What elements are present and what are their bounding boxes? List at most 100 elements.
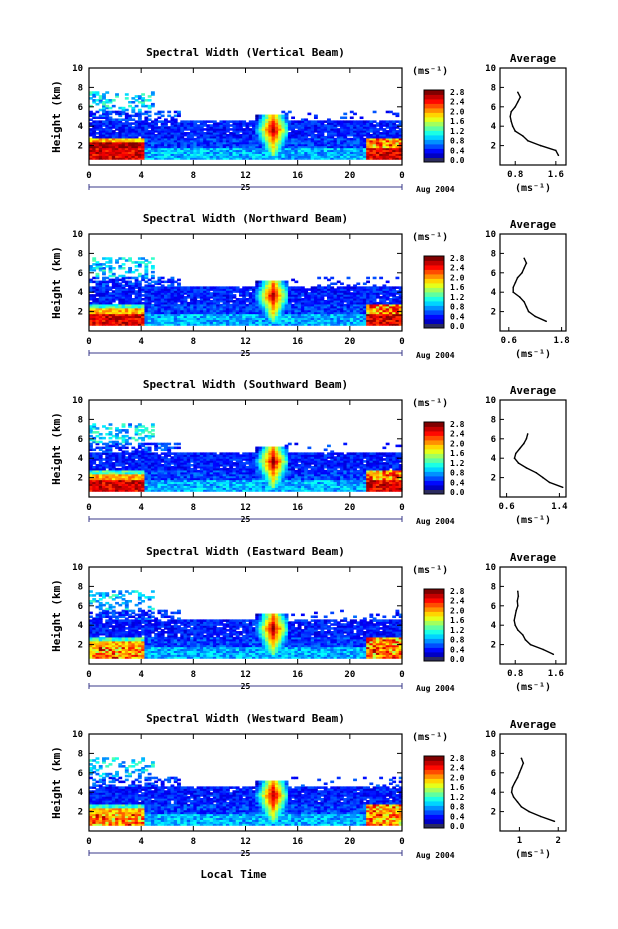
heatmap-cell [196, 303, 201, 307]
heatmap-cell [212, 321, 217, 324]
heatmap-cell [163, 124, 168, 127]
heatmap-cell [382, 133, 387, 137]
heatmap-cell [248, 137, 253, 141]
heatmap-cell [131, 305, 136, 309]
heatmap-cell [186, 489, 191, 492]
heatmap-cell [297, 487, 302, 490]
heatmap-cell [294, 132, 299, 135]
heatmap-cell [343, 135, 348, 139]
heatmap-cell [177, 139, 181, 143]
heatmap-cell [398, 299, 403, 303]
heatmap-cell [320, 290, 325, 293]
heatmap-cell [330, 319, 335, 322]
heatmap-cell [89, 132, 93, 135]
heatmap-cell [265, 118, 269, 121]
heatmap-cell [102, 483, 106, 486]
heatmap-cell [242, 135, 247, 139]
heatmap-cell [232, 151, 237, 154]
heatmap-cell [353, 311, 357, 315]
heatmap-cell [121, 296, 126, 299]
heatmap-cell [222, 145, 227, 149]
heatmap-cell [105, 99, 110, 102]
heatmap-cell [124, 489, 129, 492]
heatmap-cell [294, 315, 299, 319]
heatmap-cell [245, 153, 250, 156]
heatmap-cell [297, 485, 302, 488]
heatmap-cell [375, 145, 380, 149]
heatmap-cell [255, 481, 260, 485]
heatmap-cell [98, 145, 103, 149]
heatmap-cell [105, 288, 110, 291]
heatmap-cell [343, 139, 348, 143]
heatmap-cell [118, 294, 123, 297]
heatmap-cell [353, 120, 357, 123]
heatmap-cell [173, 286, 178, 289]
heatmap-cell [340, 116, 344, 120]
heatmap-cell [157, 282, 162, 286]
heatmap-cell [98, 477, 103, 481]
heatmap-cell [212, 290, 217, 293]
heatmap-cell [268, 157, 273, 160]
heatmap-cell [229, 137, 234, 141]
heatmap-cell [128, 309, 132, 313]
heatmap-cell [167, 294, 172, 297]
heatmap-cell [105, 323, 110, 326]
heatmap-cell [317, 299, 322, 303]
heatmap-cell [89, 309, 93, 313]
heatmap-cell [147, 110, 152, 114]
heatmap-cell [137, 290, 142, 293]
heatmap-cell [95, 319, 100, 322]
heatmap-cell [252, 149, 256, 153]
heatmap-cell [108, 100, 113, 104]
heatmap-cell [147, 313, 152, 317]
heatmap-cell [333, 149, 338, 153]
heatmap-cell [359, 139, 364, 143]
heatmap-cell [307, 323, 312, 326]
heatmap-cell [144, 153, 149, 156]
heatmap-cell [382, 313, 387, 317]
heatmap-cell [102, 132, 106, 135]
heatmap-cell [300, 305, 305, 309]
heatmap-cell [346, 120, 351, 123]
heatmap-cell [379, 298, 384, 301]
heatmap-cell [115, 313, 119, 317]
heatmap-cell [317, 323, 322, 326]
heatmap-cell [261, 151, 266, 154]
heatmap-cell [95, 294, 100, 297]
heatmap-cell [385, 280, 390, 284]
heatmap-cell [154, 307, 159, 311]
heatmap-cell [238, 311, 243, 315]
heatmap-cell [323, 487, 328, 490]
heatmap-cell [255, 147, 260, 151]
heatmap-cell [235, 135, 240, 139]
heatmap-cell [170, 288, 175, 291]
heatmap-cell [190, 307, 194, 311]
heatmap-cell [336, 479, 341, 483]
heatmap-cell [366, 485, 370, 488]
heatmap-cell [105, 114, 110, 118]
heatmap-cell [196, 155, 201, 158]
heatmap-cell [219, 489, 224, 492]
heatmap-cell [163, 487, 168, 490]
heatmap-cell [209, 130, 214, 133]
heatmap-cell [353, 112, 357, 116]
heatmap-cell [261, 143, 266, 147]
heatmap-cell [340, 489, 344, 492]
heatmap-cell [271, 133, 276, 137]
heatmap-cell [95, 128, 100, 131]
heatmap-cell [160, 301, 165, 305]
heatmap-cell [196, 305, 201, 309]
heatmap-cell [144, 259, 149, 262]
heatmap-cell [291, 290, 296, 293]
heatmap-cell [268, 323, 273, 326]
heatmap-cell [330, 298, 335, 301]
heatmap-cell [271, 124, 276, 127]
heatmap-cell [278, 485, 282, 488]
heatmap-cell [310, 309, 315, 313]
heatmap-cell [229, 303, 234, 307]
heatmap-cell [141, 311, 146, 315]
heatmap-cell [261, 489, 266, 492]
heatmap-cell [203, 294, 207, 297]
heatmap-cell [141, 489, 146, 492]
heatmap-cell [199, 135, 204, 139]
